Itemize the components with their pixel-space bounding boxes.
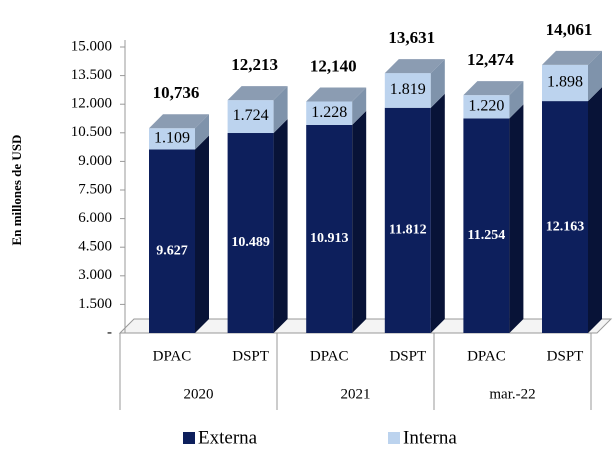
bar-segment <box>463 81 524 119</box>
value-label: 11.254 <box>468 228 506 243</box>
group-label: 2021 <box>341 386 371 402</box>
bar-front <box>384 107 431 333</box>
bar-side <box>588 50 602 102</box>
bar-segment <box>149 114 209 150</box>
y-tick-label: 13.500 <box>71 67 112 83</box>
bar-segment <box>306 87 367 125</box>
value-label: 1.228 <box>311 104 347 121</box>
bar-front <box>542 64 588 102</box>
legend-swatch <box>388 432 400 444</box>
bar-top <box>542 50 602 65</box>
x-tick-label: DPAC <box>153 348 192 364</box>
bar-front <box>463 118 510 333</box>
value-label: 10.489 <box>231 235 270 250</box>
bar-segment <box>463 104 524 333</box>
y-tick-label: 7.500 <box>78 181 112 197</box>
bar-side <box>430 59 445 108</box>
bar-segment <box>542 87 602 333</box>
bar-front <box>542 101 588 333</box>
y-tick-label: 9.000 <box>78 153 112 169</box>
bar-side <box>509 81 524 119</box>
y-tick-label: 3.000 <box>78 267 112 283</box>
bar-side <box>352 110 367 333</box>
total-label: 13,631 <box>388 28 435 47</box>
y-tick-label: 1.500 <box>78 296 112 312</box>
legend-swatch <box>183 432 195 444</box>
group-label: 2020 <box>184 386 214 402</box>
bar-front <box>227 100 274 134</box>
legend-label: Interna <box>403 427 457 448</box>
bar-segment <box>149 135 209 333</box>
value-label: 12.163 <box>546 219 585 234</box>
bar-segment <box>542 50 602 102</box>
x-tick-label: DSPT <box>547 348 584 364</box>
bar-top <box>384 59 445 74</box>
bar-side <box>195 114 209 150</box>
y-tick-label: 4.500 <box>78 239 112 255</box>
bar-top <box>227 86 288 101</box>
bar-top <box>463 81 524 96</box>
bar-front <box>463 95 510 119</box>
bar-front <box>306 124 353 333</box>
bar-front <box>227 133 274 333</box>
bar-side <box>195 135 209 333</box>
bar-front <box>384 73 431 108</box>
x-tick-label: DPAC <box>310 348 349 364</box>
y-tick-label: - <box>107 324 112 340</box>
total-label: 12,474 <box>467 50 514 69</box>
y-tick-label: 12.000 <box>71 96 112 112</box>
total-label: 14,061 <box>546 20 593 39</box>
y-tick-label: 15.000 <box>71 38 112 54</box>
value-label: 1.220 <box>468 97 504 114</box>
bar-segment <box>227 86 288 134</box>
bar-side <box>588 87 602 333</box>
bar-front <box>306 101 353 125</box>
value-label: 10.913 <box>310 231 349 246</box>
bar-side <box>509 104 524 333</box>
bar-segment <box>384 59 445 108</box>
bar-top <box>306 87 367 102</box>
bar-side <box>352 87 367 125</box>
value-label: 11.812 <box>389 223 427 238</box>
legend-label: Externa <box>198 427 258 448</box>
bar-segment <box>227 119 288 333</box>
value-label: 1.898 <box>547 74 583 91</box>
x-tick-label: DSPT <box>389 348 426 364</box>
value-label: 1.109 <box>154 130 190 147</box>
y-tick-label: 10.500 <box>71 124 112 140</box>
value-label: 1.819 <box>390 81 426 98</box>
total-label: 12,213 <box>231 55 278 74</box>
x-tick-label: DSPT <box>232 348 269 364</box>
y-axis-label: En millones de USD <box>9 135 24 246</box>
group-label: mar.-22 <box>489 386 535 402</box>
bar-side <box>430 93 445 333</box>
bar-side <box>273 119 288 333</box>
total-label: 10,736 <box>153 83 200 102</box>
x-tick-label: DPAC <box>467 348 506 364</box>
bar-side <box>273 86 288 134</box>
y-tick-label: 6.000 <box>78 210 112 226</box>
total-label: 12,140 <box>310 56 357 75</box>
bar-front <box>149 149 195 333</box>
bar-segment <box>384 93 445 333</box>
value-label: 9.627 <box>156 243 188 258</box>
value-label: 1.724 <box>233 107 269 124</box>
bar-segment <box>306 110 367 333</box>
bar-top <box>149 114 209 129</box>
bar-front <box>149 128 195 150</box>
